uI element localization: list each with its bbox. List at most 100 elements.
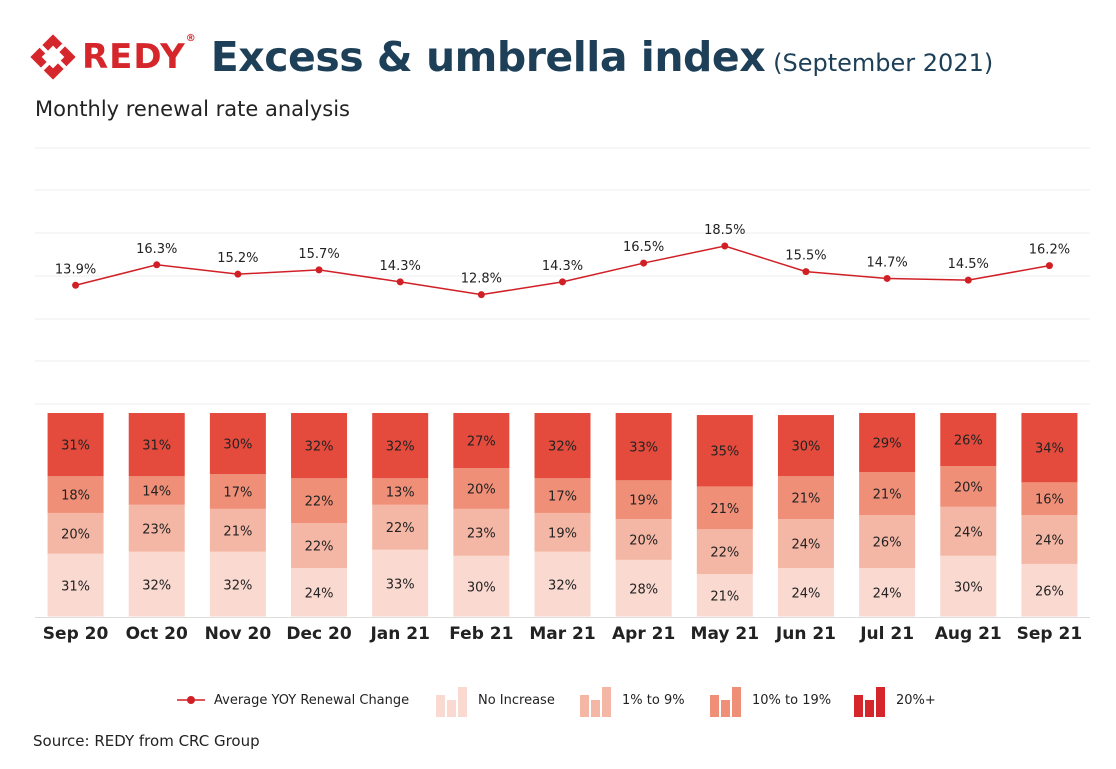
chart-subtitle: Monthly renewal rate analysis xyxy=(35,97,350,121)
header: REDY® Excess & umbrella index (September… xyxy=(30,22,993,92)
title-date: (September 2021) xyxy=(773,49,994,77)
bar-value-label: 32% xyxy=(548,440,577,455)
line-value-label: 13.9% xyxy=(55,262,96,277)
bar-segment xyxy=(696,486,753,530)
line-value-label: 14.3% xyxy=(542,259,583,274)
line-point xyxy=(883,274,891,282)
x-tick-label: Feb 21 xyxy=(449,624,513,644)
bar-value-label: 20% xyxy=(467,482,496,497)
bar-segment xyxy=(128,413,185,477)
bar-segment xyxy=(209,474,266,509)
diamond-logo-icon xyxy=(30,34,76,80)
bar-segment xyxy=(859,515,916,569)
bar-value-label: 17% xyxy=(548,490,577,505)
x-tick-label: Jun 21 xyxy=(775,624,836,644)
bar-value-label: 23% xyxy=(467,526,496,541)
legend-item-20-plus: 20%+ xyxy=(852,680,936,720)
legend-bars-no-increase-icon xyxy=(436,687,467,717)
bar-segment xyxy=(453,468,510,509)
line-value-label: 15.5% xyxy=(785,249,826,264)
bar-segment xyxy=(128,504,185,552)
bar-value-label: 30% xyxy=(223,438,252,453)
bar-value-label: 23% xyxy=(142,522,171,537)
bar-segment xyxy=(209,508,266,552)
legend-label-20-plus: 20%+ xyxy=(896,692,936,708)
bar-value-label: 18% xyxy=(61,489,90,504)
legend-label-average: Average YOY Renewal Change xyxy=(214,692,410,708)
bar-value-label: 32% xyxy=(142,578,171,593)
bar-segment xyxy=(777,568,834,617)
bar-segment xyxy=(940,413,997,467)
bar-value-label: 21% xyxy=(710,590,739,605)
x-tick-label: Oct 20 xyxy=(126,624,188,644)
bar-value-label: 17% xyxy=(223,486,252,501)
bar-segment xyxy=(940,506,997,556)
line-point xyxy=(964,276,972,284)
bar-value-label: 22% xyxy=(305,540,334,555)
x-tick-label: May 21 xyxy=(691,624,760,644)
bar-segment xyxy=(209,551,266,617)
bar-value-label: 24% xyxy=(873,587,902,602)
bar-value-label: 31% xyxy=(61,579,90,594)
bar-segment xyxy=(128,551,185,617)
bar-value-label: 21% xyxy=(710,502,739,517)
bar-segment xyxy=(47,413,104,477)
x-tick-label: Jul 21 xyxy=(859,624,914,644)
line-value-label: 18.5% xyxy=(704,223,745,238)
line-point xyxy=(559,278,566,286)
line-value-label: 14.7% xyxy=(866,255,907,270)
bar-segment xyxy=(372,413,429,479)
bar-value-label: 20% xyxy=(954,480,983,495)
bar-segment xyxy=(859,472,916,515)
bar-segment xyxy=(534,512,591,552)
bar-value-label: 26% xyxy=(873,536,902,551)
bar-value-label: 28% xyxy=(629,582,658,597)
bar-segment xyxy=(291,478,348,524)
bar-value-label: 30% xyxy=(467,580,496,595)
bar-segment xyxy=(859,568,916,617)
bar-value-label: 31% xyxy=(142,439,171,454)
line-value-label: 16.2% xyxy=(1029,243,1070,258)
bar-value-label: 32% xyxy=(223,578,252,593)
bar-value-label: 20% xyxy=(61,527,90,542)
bar-value-label: 27% xyxy=(467,435,496,450)
bar-value-label: 20% xyxy=(629,533,658,548)
bar-value-label: 34% xyxy=(1035,442,1064,457)
bar-segment xyxy=(859,413,916,473)
bar-value-label: 22% xyxy=(305,495,334,510)
bar-value-label: 26% xyxy=(954,434,983,449)
bar-segment xyxy=(940,555,997,617)
bar-value-label: 32% xyxy=(386,440,415,455)
line-point xyxy=(1045,262,1053,270)
bar-segment xyxy=(1021,515,1078,564)
renewal-chart: 31% 20% 18% 31% Sep 20 32% 23% 14% 31% Oct 20 32% 2… xyxy=(35,147,1090,644)
bar-value-label: 22% xyxy=(710,546,739,561)
legend-label-10-to-19: 10% to 19% xyxy=(752,692,832,708)
bar-value-label: 29% xyxy=(873,437,902,452)
legend-item-no-increase: No Increase xyxy=(434,680,555,720)
line-value-label: 15.2% xyxy=(217,251,258,266)
bar-value-label: 21% xyxy=(873,488,902,503)
bar-value-label: 19% xyxy=(629,494,658,509)
bar-segment xyxy=(291,523,348,569)
legend-item-1-to-9: 1% to 9% xyxy=(578,680,685,720)
source-note: Source: REDY from CRC Group xyxy=(33,732,260,750)
bar-segment xyxy=(615,413,672,481)
legend-item-10-to-19: 10% to 19% xyxy=(708,680,831,720)
x-tick-label: Jan 21 xyxy=(369,624,429,644)
line-point xyxy=(640,259,648,267)
bar-segment xyxy=(47,476,104,513)
bar-segment xyxy=(534,413,591,479)
bar-segment xyxy=(615,519,672,560)
bar-segment xyxy=(777,476,834,520)
brand-name: REDY® xyxy=(82,33,197,77)
bar-value-label: 24% xyxy=(792,538,821,553)
bar-segment xyxy=(372,504,429,550)
bar-value-label: 32% xyxy=(305,440,334,455)
bar-value-label: 24% xyxy=(792,587,821,602)
bar-segment xyxy=(534,551,591,617)
page-title: Excess & umbrella index xyxy=(210,33,766,81)
bar-segment xyxy=(291,413,348,479)
legend-label-no-increase: No Increase xyxy=(478,692,555,708)
bar-segment xyxy=(696,529,753,575)
